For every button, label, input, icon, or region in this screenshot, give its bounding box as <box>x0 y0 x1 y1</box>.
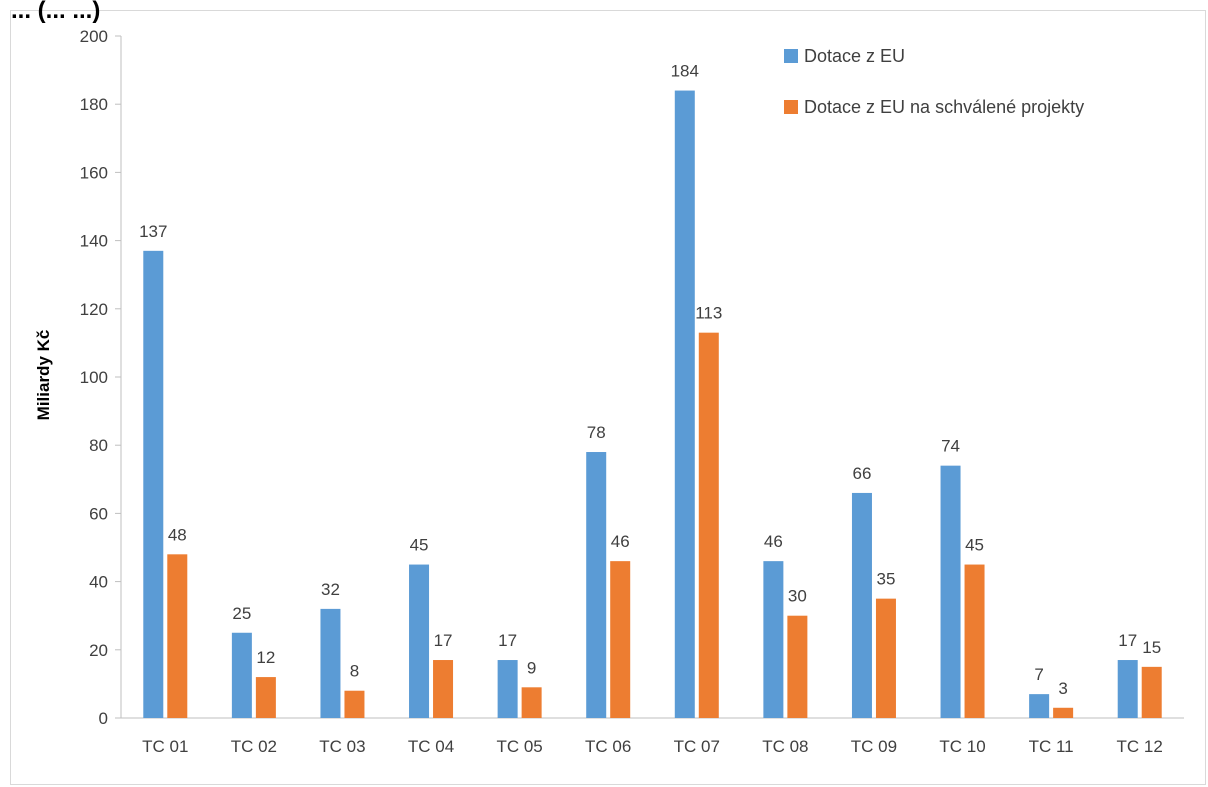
bar-dotace-schvalene <box>698 332 719 718</box>
y-tick-label: 200 <box>80 27 108 46</box>
y-tick-label: 140 <box>80 232 108 251</box>
y-tick-label: 100 <box>80 368 108 387</box>
data-label: 45 <box>410 536 429 555</box>
bar-dotace-z-eu <box>143 250 164 718</box>
bar-dotace-schvalene <box>1053 707 1074 718</box>
data-label: 35 <box>876 570 895 589</box>
bar-dotace-schvalene <box>1141 666 1162 718</box>
x-tick-label: TC 04 <box>408 737 454 756</box>
data-label: 46 <box>611 532 630 551</box>
bar-dotace-schvalene <box>433 660 454 718</box>
bars <box>143 90 1162 718</box>
bar-dotace-z-eu <box>763 561 784 718</box>
bar-dotace-schvalene <box>787 615 808 718</box>
data-label: 8 <box>350 662 359 681</box>
bar-dotace-schvalene <box>167 554 188 718</box>
bar-dotace-z-eu <box>674 90 695 718</box>
y-tick-label: 0 <box>99 709 108 728</box>
y-tick-label: 60 <box>89 504 108 523</box>
x-tick-label: TC 03 <box>319 737 365 756</box>
data-label: 137 <box>139 222 167 241</box>
data-label: 15 <box>1142 638 1161 657</box>
data-label: 32 <box>321 580 340 599</box>
data-label: 78 <box>587 423 606 442</box>
data-labels: 137 48 25 12 32 8 45 17 17 9 78 46 184 113 46 30 66 35 74 4… <box>139 62 1161 698</box>
bar-dotace-z-eu <box>409 564 430 718</box>
x-tick-label: TC 05 <box>496 737 542 756</box>
bar-dotace-z-eu <box>1117 660 1138 718</box>
data-label: 17 <box>1118 631 1137 650</box>
legend-swatch-dotace-z-eu <box>784 49 798 63</box>
bar-dotace-schvalene <box>964 564 985 718</box>
y-tick-label: 80 <box>89 436 108 455</box>
bar-dotace-schvalene <box>610 561 631 718</box>
data-label: 17 <box>498 631 517 650</box>
x-tick-label: TC 01 <box>142 737 188 756</box>
data-label: 30 <box>788 587 807 606</box>
bar-dotace-schvalene <box>344 690 365 718</box>
bar-dotace-z-eu <box>231 632 252 718</box>
data-label: 12 <box>256 648 275 667</box>
bar-dotace-schvalene <box>875 598 896 718</box>
bar-dotace-z-eu <box>851 492 872 718</box>
bar-dotace-z-eu <box>320 608 341 718</box>
legend-swatch-dotace-schvalene <box>784 100 798 114</box>
data-label: 25 <box>232 604 251 623</box>
y-tick-label: 160 <box>80 163 108 182</box>
data-label: 7 <box>1034 665 1043 684</box>
bar-dotace-z-eu <box>940 465 961 718</box>
legend-label-dotace-z-eu: Dotace z EU <box>804 46 905 66</box>
y-tick-label: 20 <box>89 641 108 660</box>
x-tick-label: TC 06 <box>585 737 631 756</box>
x-tick-label: TC 12 <box>1117 737 1163 756</box>
data-label: 74 <box>941 437 960 456</box>
x-tick-label: TC 02 <box>231 737 277 756</box>
x-axis: TC 01 TC 02 TC 03 TC 04 TC 05 TC 06 TC 07 TC 08… <box>121 717 1184 756</box>
x-tick-label: TC 09 <box>851 737 897 756</box>
chart-frame: ... (... ...) 0 20 40 60 80 100 120 140 160 180 20… <box>10 0 1206 785</box>
bar-dotace-schvalene <box>255 677 276 718</box>
x-tick-label: TC 11 <box>1029 737 1074 756</box>
bar-dotace-z-eu <box>1029 694 1050 718</box>
data-label: 46 <box>764 532 783 551</box>
data-label: 17 <box>434 631 453 650</box>
data-label: 48 <box>168 525 187 544</box>
legend-label-dotace-schvalene: Dotace z EU na schválené projekty <box>804 97 1084 117</box>
y-tick-label: 40 <box>89 573 108 592</box>
x-tick-label: TC 08 <box>762 737 808 756</box>
bar-dotace-z-eu <box>497 660 518 718</box>
chart-title-cropped: ... (... ...) <box>11 0 101 24</box>
data-label: 45 <box>965 536 984 555</box>
data-label: 113 <box>695 304 722 323</box>
x-tick-label: TC 10 <box>939 737 985 756</box>
bar-dotace-z-eu <box>586 452 607 718</box>
data-label: 184 <box>671 62 699 81</box>
y-axis-title: Miliardy Kč <box>34 330 53 421</box>
data-label: 66 <box>852 464 871 483</box>
data-label: 3 <box>1058 679 1067 698</box>
bar-dotace-schvalene <box>521 687 542 718</box>
y-tick-label: 180 <box>80 95 108 114</box>
y-tick-label: 120 <box>80 300 108 319</box>
legend: Dotace z EU Dotace z EU na schválené proj… <box>784 46 1084 117</box>
y-axis: 0 20 40 60 80 100 120 140 160 180 200 <box>80 27 122 728</box>
data-label: 9 <box>527 658 536 677</box>
x-tick-label: TC 07 <box>674 737 720 756</box>
